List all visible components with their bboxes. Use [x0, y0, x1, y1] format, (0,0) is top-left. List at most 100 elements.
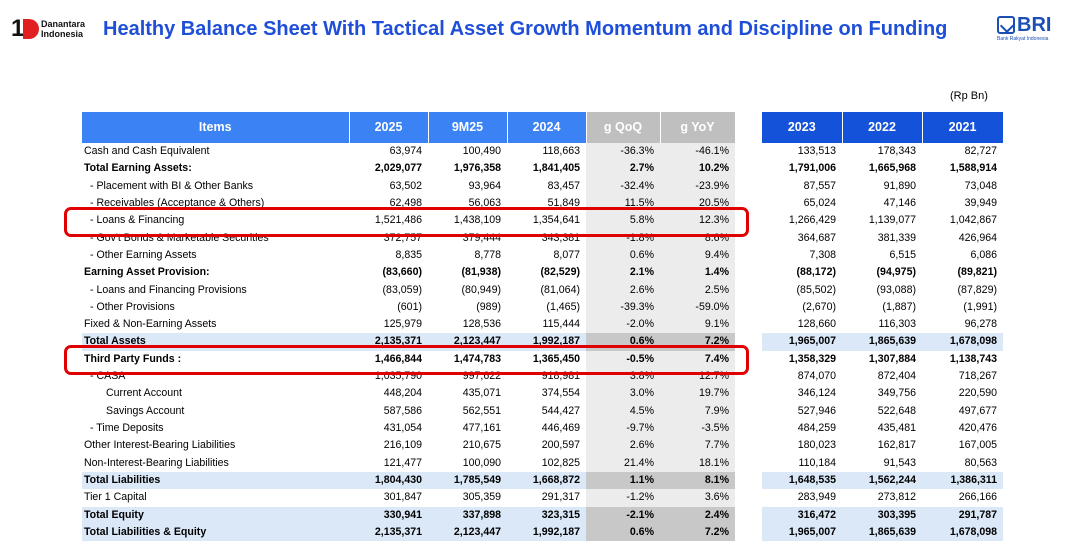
table-row: 1,791,006 1,665,968 1,588,914 [762, 160, 1003, 177]
cell-value: 2.6% [586, 281, 660, 299]
cell-value: -3.5% [660, 420, 735, 438]
cell-value: 83,457 [547, 179, 580, 192]
cell-value: 1,588,914 [949, 162, 997, 175]
row-label: Fixed & Non-Earning Assets [84, 318, 217, 331]
table-row: Total Earning Assets: 2,029,077 1,976,358 1… [82, 160, 735, 178]
row-label: - Loans & Financing [90, 214, 185, 227]
row-label: Current Account [106, 387, 182, 400]
cell-value: 220,590 [958, 387, 997, 400]
cell-value: 115,444 [542, 318, 580, 331]
cell-value: 7.7% [660, 437, 735, 455]
table-row: (88,172) (94,975) (89,821) [762, 264, 1003, 281]
col-header-2024: 2024 [507, 112, 587, 143]
cell-value: 1,466,844 [374, 352, 422, 365]
table-row: 1,965,007 1,865,639 1,678,098 [762, 333, 1003, 351]
cell-value: 1,965,007 [762, 523, 842, 542]
row-label: - Other Earning Assets [90, 248, 197, 261]
cell-value: 62,498 [389, 196, 422, 209]
cell-value: 2,123,447 [428, 523, 507, 542]
cell-value: 8,835 [395, 248, 422, 261]
cell-value: (989) [476, 300, 501, 313]
table-row: Earning Asset Provision: (83,660) (81,938)… [82, 264, 735, 282]
cell-value: 1,665,968 [868, 162, 916, 175]
table-row: 1,358,329 1,307,884 1,138,743 [762, 351, 1003, 368]
cell-value: 1,474,783 [453, 352, 501, 365]
cell-value: (88,172) [796, 266, 836, 279]
cell-value: 2.4% [660, 506, 735, 524]
cell-value: 5.8% [586, 212, 660, 230]
cell-value: 2.5% [660, 281, 735, 299]
cell-value: 178,343 [877, 145, 916, 157]
table-row: 1,965,007 1,865,639 1,678,098 [762, 523, 1003, 542]
cell-value: 4.5% [586, 402, 660, 420]
cell-value: 316,472 [762, 506, 842, 524]
cell-value: (93,088) [876, 283, 916, 296]
cell-value: (1,887) [882, 300, 916, 313]
cell-value: 2,135,371 [349, 523, 428, 542]
cell-value: 3.0% [586, 385, 660, 403]
cell-value: (89,821) [957, 266, 997, 279]
row-label: Tier 1 Capital [84, 491, 147, 504]
col-header-yoy: g YoY [660, 112, 736, 143]
cell-value: 1,562,244 [842, 471, 922, 490]
row-label: Total Liabilities [82, 471, 349, 490]
table-row: 1,266,429 1,139,077 1,042,867 [762, 212, 1003, 229]
cell-value: 874,070 [797, 370, 836, 383]
table-row: - Loans & Financing 1,521,486 1,438,109 1,3… [82, 212, 735, 230]
cell-value: 1,785,549 [428, 471, 507, 490]
cell-value: 65,024 [803, 196, 836, 209]
cell-value: 266,166 [958, 491, 997, 504]
row-label: Cash and Cash Equivalent [84, 145, 210, 157]
cell-value: (601) [397, 300, 422, 313]
table-row: (85,502) (93,088) (87,829) [762, 282, 1003, 299]
cell-value: 73,048 [964, 179, 997, 192]
cell-value: 19.7% [660, 385, 735, 403]
cell-value: 1,678,098 [922, 333, 1003, 351]
cell-value: (1,465) [546, 300, 580, 313]
row-label: Total Earning Assets: [84, 162, 192, 175]
cell-value: (2,670) [802, 300, 836, 313]
cell-value: 1,865,639 [842, 523, 922, 542]
cell-value: 497,677 [958, 404, 997, 417]
cell-value: 1,521,486 [374, 214, 422, 227]
balance-sheet-table: Items 2025 9M25 2024 g QoQ g YoY Cash an… [82, 112, 736, 542]
cell-value: 273,812 [877, 491, 916, 504]
cell-value: 303,395 [842, 506, 922, 524]
cell-value: 56,063 [468, 196, 501, 209]
cell-value: (94,975) [876, 266, 916, 279]
table-row: Total Liabilities 1,804,430 1,785,549 1,668… [82, 471, 735, 490]
cell-value: 8,778 [474, 248, 501, 261]
cell-value: 346,124 [797, 387, 836, 400]
table-row: Third Party Funds : 1,466,844 1,474,783 1,3… [82, 350, 735, 369]
cell-value: -46.1% [660, 143, 735, 161]
danantara-mark-icon: 1 [9, 17, 39, 41]
cell-value: 91,890 [883, 179, 916, 192]
table-row: 180,023 162,817 167,005 [762, 437, 1003, 454]
cell-value: (81,938) [461, 266, 501, 279]
row-label: Earning Asset Provision: [84, 266, 210, 279]
cell-value: 167,005 [958, 439, 997, 452]
cell-value: -32.4% [586, 177, 660, 195]
table-row: 133,513 178,343 82,727 [762, 143, 1003, 160]
cell-value: 323,315 [507, 506, 586, 524]
cell-value: 87,557 [803, 179, 836, 192]
cell-value: (81,064) [540, 283, 580, 296]
col-header-2022: 2022 [842, 112, 923, 143]
cell-value: 1,992,187 [507, 523, 586, 542]
table-row: - Other Provisions (601) (989) (1,465) -39.3… [82, 298, 735, 317]
cell-value: -9.7% [586, 420, 660, 438]
row-label: - Other Provisions [90, 300, 175, 313]
page-title: Healthy Balance Sheet With Tactical Asse… [103, 18, 948, 40]
danantara-logo: 1 Danantara Indonesia [9, 16, 85, 42]
cell-value: 133,513 [797, 145, 836, 157]
cell-value: 1,965,007 [762, 333, 842, 351]
table-row: (2,670) (1,887) (1,991) [762, 299, 1003, 316]
cell-value: 446,469 [541, 422, 580, 434]
table-row: 316,472 303,395 291,787 [762, 506, 1003, 524]
highlight-box-third-party-funds [64, 345, 749, 375]
table-row: 874,070 872,404 718,267 [762, 368, 1003, 385]
table-row: 283,949 273,812 266,166 [762, 489, 1003, 506]
table-row: 7,308 6,515 6,086 [762, 247, 1003, 264]
cell-value: 301,847 [383, 491, 422, 504]
cell-value: 80,563 [964, 456, 997, 469]
